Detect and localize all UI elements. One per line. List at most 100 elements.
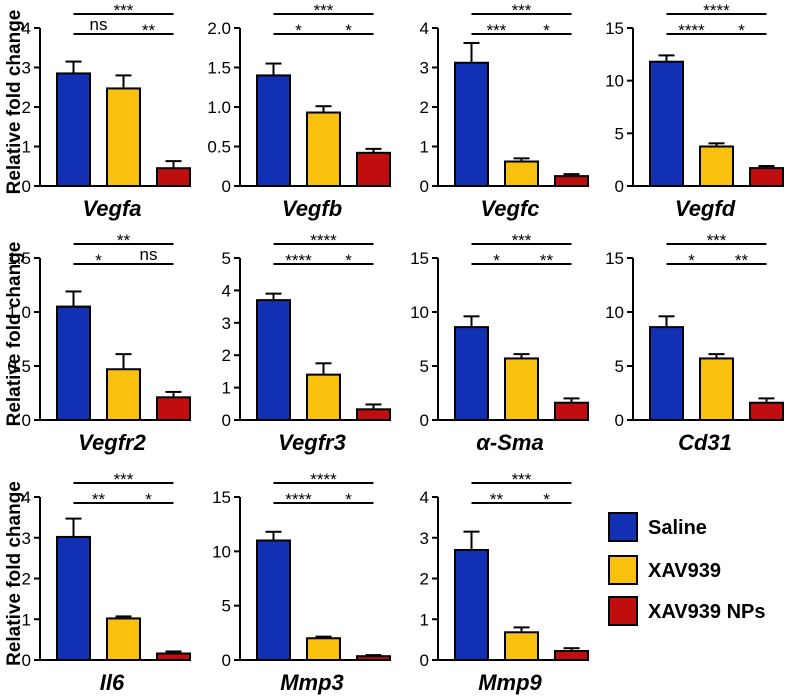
significance-label: *** <box>314 1 334 20</box>
legend-swatch <box>608 596 638 626</box>
y-tick-label: 0 <box>420 651 429 670</box>
significance-label: *** <box>707 231 727 250</box>
y-axis-label: Relative fold change <box>4 10 25 195</box>
y-tick-label: 3 <box>22 529 31 548</box>
y-tick-label: 3 <box>420 529 429 548</box>
bar-saline <box>56 305 91 422</box>
significance-label: ** <box>142 21 156 40</box>
bar-saline <box>256 539 291 662</box>
bar-xav939-nps <box>554 650 589 661</box>
y-tick-label: 4 <box>22 488 31 507</box>
significance-label: **** <box>678 21 705 40</box>
bar-xav939-nps <box>156 652 191 661</box>
significance-label: * <box>738 21 745 40</box>
gene-label: Il6 <box>100 670 125 695</box>
significance-label: ** <box>490 490 504 509</box>
bar-xav939 <box>106 368 141 421</box>
significance-label: * <box>543 21 550 40</box>
y-tick-label: 10 <box>605 303 624 322</box>
significance-label: **** <box>285 490 312 509</box>
y-tick-label: 3 <box>222 314 231 333</box>
legend-item-saline: Saline <box>608 512 707 542</box>
y-tick-label: 0 <box>22 177 31 196</box>
significance-label: *** <box>512 231 532 250</box>
significance-label: ns <box>140 245 158 264</box>
legend-label: Saline <box>648 517 707 539</box>
significance-label: ** <box>735 251 749 270</box>
y-tick-label: 2 <box>222 346 231 365</box>
bar-xav939-nps <box>356 151 391 188</box>
y-tick-label: 0 <box>222 177 231 196</box>
bar-xav939 <box>306 111 341 187</box>
gene-label: Vegfr2 <box>78 430 146 455</box>
legend-label: XAV939 NPs <box>648 601 765 623</box>
y-tick-label: 3 <box>420 59 429 78</box>
legend-swatch <box>608 555 638 585</box>
significance-label: ** <box>117 231 131 250</box>
significance-label: **** <box>703 1 730 20</box>
significance-label: * <box>345 490 352 509</box>
significance-label: *** <box>114 1 134 20</box>
bar-xav939-nps <box>156 396 191 422</box>
significance-label: * <box>95 251 102 270</box>
significance-label: *** <box>512 1 532 20</box>
gene-label: Vegfb <box>282 196 342 221</box>
y-tick-label: 1.0 <box>7 303 31 322</box>
y-tick-label: 15 <box>212 488 231 507</box>
gene-label: Vegfa <box>82 196 141 221</box>
panel-vegfb: 00.51.01.52.0**** *Vegfb <box>207 1 391 221</box>
y-tick-label: 5 <box>222 249 231 268</box>
y-tick-label: 1 <box>420 138 429 157</box>
y-tick-label: 10 <box>212 542 231 561</box>
gene-label: Cd31 <box>678 430 732 455</box>
gene-label: Mmp3 <box>280 670 344 695</box>
y-tick-label: 0 <box>222 411 231 430</box>
bar-xav939 <box>699 357 734 422</box>
bar-xav939-nps <box>554 175 589 187</box>
bar-saline <box>256 299 291 421</box>
y-tick-label: 10 <box>410 303 429 322</box>
bar-xav939 <box>504 357 539 422</box>
y-tick-label: 5 <box>615 357 624 376</box>
bar-xav939 <box>306 637 341 661</box>
significance-label: * <box>345 21 352 40</box>
y-tick-label: 2 <box>420 570 429 589</box>
y-tick-label: 2.0 <box>207 19 231 38</box>
bar-xav939 <box>106 87 141 187</box>
bar-xav939-nps <box>156 167 191 188</box>
bar-saline <box>56 535 91 661</box>
bar-xav939-nps <box>749 167 784 188</box>
y-tick-label: 0 <box>615 411 624 430</box>
y-tick-label: 0.5 <box>7 357 31 376</box>
bar-xav939-nps <box>554 401 589 422</box>
y-tick-label: 15 <box>410 249 429 268</box>
significance-label: * <box>493 251 500 270</box>
panel-vegfa: 0 1 2 3 4 *** ns ** Vegfa Relative fold change <box>4 1 191 221</box>
bar-xav939 <box>699 145 734 187</box>
significance-label: * <box>295 21 302 40</box>
y-tick-label: 1.5 <box>207 59 231 78</box>
y-tick-label: 10 <box>605 72 624 91</box>
bar-saline <box>454 548 489 661</box>
significance-label: ** <box>92 490 106 509</box>
y-tick-label: 0.5 <box>207 138 231 157</box>
y-tick-label: 15 <box>605 249 624 268</box>
legend-label: XAV939 <box>648 560 721 582</box>
y-tick-label: 0 <box>222 651 231 670</box>
bar-saline <box>454 61 489 187</box>
y-tick-label: 2 <box>420 98 429 117</box>
gene-label: Mmp9 <box>478 670 542 695</box>
significance-label: **** <box>310 470 337 489</box>
y-tick-label: 0 <box>615 177 624 196</box>
gene-label: α-Sma <box>476 430 543 455</box>
gene-label: Vegfr3 <box>278 430 346 455</box>
y-tick-label: 1.5 <box>7 249 31 268</box>
gene-label: Vegfc <box>480 196 539 221</box>
significance-label: *** <box>114 470 134 489</box>
significance-label: * <box>345 251 352 270</box>
